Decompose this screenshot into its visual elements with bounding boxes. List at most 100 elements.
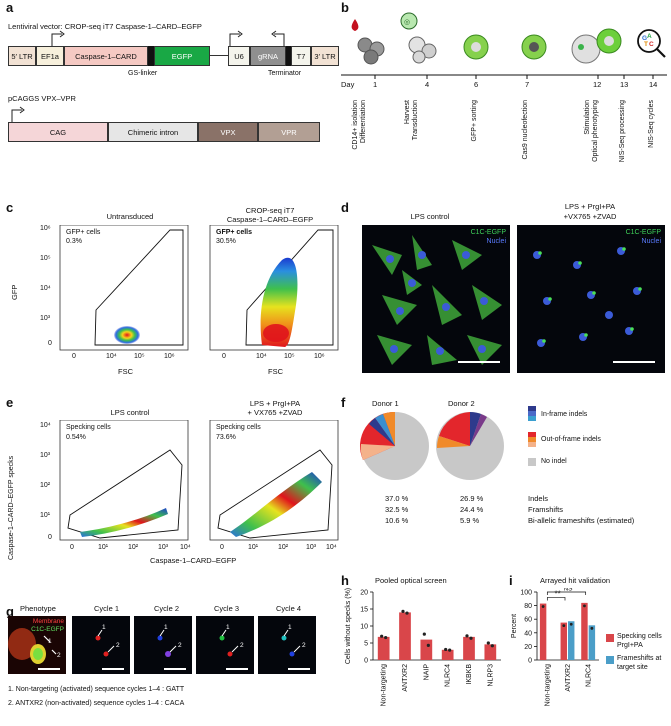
flow-c1-xtick-3: 10⁶ [164,353,175,360]
h-point [401,609,405,613]
gfp-gate-pct-1: 0.3% [66,238,82,245]
h-xtick-label: NLRP3 [487,664,494,687]
legend-speck-swatch [606,634,614,642]
u6-arrow-icon [229,33,240,46]
donor2-biallelic: 5.9 % [460,516,480,525]
panel-letter-h: h [341,573,349,588]
cycle2-image: 1 2 [134,616,192,674]
i-sig-label-1: ** [555,589,561,598]
h-xtick-label: NAIP [423,664,430,681]
flow-c1-xtick-2: 10⁵ [134,353,145,360]
h-bar-naip [420,639,433,660]
micro2-title-l2: +VX765 +ZVAD [563,212,617,221]
cycle4-arrow-1: 1 [288,624,292,631]
cycle1-image: 1 2 [72,616,130,674]
svg-text:C: C [649,41,654,48]
cycle4-label: Cycle 4 [276,604,302,613]
chart-i-title: Arrayed hit validation [540,576,611,585]
i-bar-antxr2-0 [560,622,567,660]
micro1-legend-nuclei: Nuclei [486,238,506,245]
indel-pies [359,411,504,480]
cycle3-image: 1 2 [196,616,254,674]
gs-linker-block [148,46,154,66]
h-point [384,635,388,640]
h-xtick-label: Non-targeting [381,664,388,707]
i-point [590,626,594,630]
h-point [422,632,426,636]
h-bar-nlrp3 [484,644,497,660]
indel-legend-swatches [528,406,536,466]
donor1-indels: 37.0 % [385,494,409,503]
chimeric-intron-box: Chimeric intron [108,122,198,142]
flow-e-ylabel: Caspase-1–CARD–EGFP specks [8,455,15,560]
micro2-legend-gfp: C1C-EGFP [625,229,661,236]
panel-letter-a: a [6,0,14,15]
h-point [405,611,409,615]
ef1a-arrow-icon [51,33,62,46]
cycle1-label: Cycle 1 [94,604,120,613]
gs-linker-label: GS-linker [128,70,158,77]
flow-e1-xtick-0: 0 [70,544,74,551]
flow-e1-xtick-3: 10³ [158,544,169,551]
svg-text:T: T [644,41,648,48]
h-point [444,647,448,652]
i-point [562,624,566,627]
speck-gate-pct-2: 73.6% [216,434,236,441]
flow-e-blob-2 [230,472,322,537]
flow-e2-title-l1: LPS + PrgI+PA [249,399,301,408]
cycle2-arrow-2: 2 [178,642,182,649]
donor2-label: Donor 2 [448,399,475,408]
svg-text:A: A [647,33,652,40]
donor1-biallelic: 10.6 % [385,516,409,525]
i-ytick-label: 20 [524,644,532,651]
i-xtick-label: Non-targeting [544,664,551,707]
stimulated-cell-icon [571,34,601,64]
h-point [469,636,473,640]
panel-letter-c: c [6,200,14,215]
h-ytick-label: 20 [360,590,368,597]
cycle2-arrow-1: 1 [164,624,168,631]
h-point [448,648,452,652]
h-ylabel: Cells without specks (%) [345,588,352,664]
flow-e-ytick-3: 10¹ [40,512,51,519]
egfp-box: EGFP [154,46,210,66]
panel-letter-e: e [6,395,14,410]
legend-speck-l1: Specking cells [617,633,662,640]
flow-e1-xtick-1: 10¹ [98,544,109,551]
donor1-label: Donor 1 [372,399,399,408]
i-xtick-label: ANTXR2 [565,664,572,692]
gfp-gate-2 [245,229,334,346]
flow-e-ytick-1: 10³ [40,452,51,459]
ltr3-box: 3′ LTR [311,46,339,66]
flow-c-ytick-0: 10⁶ [40,225,51,232]
i-ytick-label: 40 [524,630,532,637]
flow-c2-xtick-3: 10⁶ [314,353,325,360]
flow-e2-xtick-2: 10² [278,544,289,551]
legend-no-indel: No indel [541,458,567,465]
micro-stimulated: C1C-EGFP Nuclei [517,225,665,373]
svg-text:G: G [642,35,647,42]
h-xtick-label: NLRC4 [445,664,452,687]
h-ytick-label: 5 [364,641,368,648]
day-6: 6 [474,80,479,89]
flow-c-ytick-2: 10⁴ [40,285,51,292]
step-day14: NIS-Seq cycles [648,100,655,148]
scale-bar [458,361,500,363]
speck-gate-1 [67,449,183,539]
day-4: 4 [425,80,430,89]
h-ytick-label: 15 [360,607,368,614]
flow-c2-xlabel: FSC [268,367,283,376]
vpr-box: VPR [258,122,320,142]
i-xtick-label: NLRC4 [586,664,593,687]
step-day12: Stimulation Optical phenotyping [584,100,599,162]
h-point [486,641,490,645]
row-biallelic: Bi-allelic frameshifts (estimated) [528,516,635,525]
flow-c-ytick-4: 0 [48,340,52,347]
cycle3-arrow-2: 2 [240,642,244,649]
flow-c2-xtick-1: 10⁴ [256,353,267,360]
i-ytick-label: 100 [520,590,532,597]
flow2-title-l2: Caspase-1–CARD–EGFP [226,215,314,224]
h-point [380,634,384,638]
gfp-gate-pct-2: 30.5% [216,238,236,245]
micro-lps-control: C1C-EGFP Nuclei [362,225,510,373]
